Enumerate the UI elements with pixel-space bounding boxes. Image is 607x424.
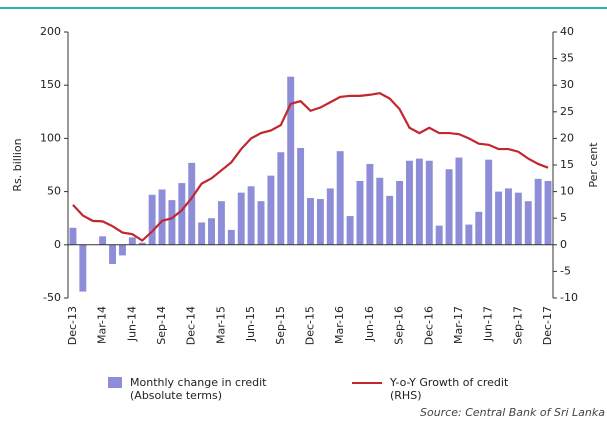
y-tick-label: 200 — [40, 25, 61, 38]
bar — [386, 195, 394, 245]
bar — [485, 159, 493, 245]
x-tick-label: Mar-14 — [96, 306, 109, 344]
legend-label: Monthly change in credit (Absolute terms… — [130, 376, 267, 402]
bar — [396, 180, 404, 245]
bar — [356, 180, 364, 245]
y2-tick-label: -5 — [560, 264, 571, 277]
legend-line: Y-o-Y Growth of credit (RHS) — [352, 376, 552, 402]
bar — [217, 201, 225, 245]
x-tick-label: Dec-14 — [185, 306, 198, 345]
bar — [336, 151, 344, 245]
y2-tick-label: 20 — [560, 131, 574, 144]
y-tick-label: -50 — [43, 291, 61, 304]
bar — [346, 216, 354, 245]
bar — [138, 242, 146, 245]
x-tick-label: Jun-17 — [482, 306, 495, 342]
bar — [237, 192, 245, 245]
bar — [475, 211, 483, 245]
bar — [99, 236, 107, 245]
bar — [287, 76, 295, 245]
bar — [277, 152, 285, 245]
y2-axis-label: Per cent — [587, 142, 600, 188]
bar — [316, 199, 324, 245]
x-tick-label: Jun-16 — [363, 306, 376, 342]
bar — [257, 201, 265, 245]
bar — [376, 177, 384, 245]
x-tick-label: Jun-15 — [244, 306, 257, 342]
bar — [504, 188, 512, 245]
bar — [188, 162, 196, 245]
y2-tick-label: 40 — [560, 25, 574, 38]
x-tick-label: Sep-16 — [393, 306, 406, 345]
bar — [247, 186, 255, 245]
x-tick-label: Mar-16 — [333, 306, 346, 344]
bar — [514, 192, 522, 245]
y-tick-label: 50 — [47, 185, 61, 198]
bar — [198, 222, 206, 245]
y2-tick-label: 35 — [560, 52, 574, 65]
y-axis-label: Rs. billion — [11, 138, 24, 191]
bar — [435, 225, 443, 245]
x-tick-label: Sep-14 — [155, 306, 168, 345]
bar — [148, 194, 156, 245]
y-tick-label: 150 — [40, 78, 61, 91]
bar — [495, 191, 503, 245]
bar — [158, 189, 166, 245]
y2-tick-label: 30 — [560, 78, 574, 91]
bar — [445, 169, 453, 245]
x-tick-label: Dec-13 — [66, 306, 79, 345]
bar — [415, 158, 423, 245]
y2-tick-label: 25 — [560, 105, 574, 118]
legend-swatch — [352, 382, 382, 384]
bar — [425, 160, 433, 245]
y2-tick-label: 10 — [560, 185, 574, 198]
y2-tick-label: 5 — [560, 211, 567, 224]
x-tick-label: Mar-15 — [214, 306, 227, 344]
bar — [524, 201, 532, 245]
legend-bar: Monthly change in credit (Absolute terms… — [108, 376, 308, 402]
bar — [455, 157, 463, 245]
bar — [118, 244, 126, 256]
legend-label: Y-o-Y Growth of credit (RHS) — [390, 376, 509, 402]
bar — [267, 175, 275, 245]
bar — [208, 218, 215, 245]
bar — [307, 197, 314, 245]
y-tick-label: 100 — [40, 131, 61, 144]
x-tick-label: Dec-16 — [422, 306, 435, 345]
y2-tick-label: 0 — [560, 238, 567, 251]
bar — [366, 163, 374, 245]
bar — [534, 178, 542, 245]
bar — [79, 244, 87, 292]
bar — [544, 180, 552, 245]
x-tick-label: Sep-17 — [511, 306, 524, 345]
bar — [406, 160, 413, 245]
x-tick-label: Dec-17 — [541, 306, 554, 345]
x-tick-label: Jun-14 — [125, 306, 138, 342]
y-tick-label: 0 — [54, 238, 61, 251]
line — [72, 92, 549, 242]
bar — [227, 229, 235, 245]
bar — [326, 188, 334, 245]
bar — [178, 183, 186, 245]
x-tick-label: Sep-15 — [274, 306, 287, 345]
bar — [128, 237, 136, 245]
legend-swatch — [108, 377, 122, 388]
bar — [109, 244, 117, 264]
source: Source: Central Bank of Sri Lanka — [419, 406, 605, 419]
y2-tick-label: -10 — [560, 291, 578, 304]
x-tick-label: Dec-15 — [304, 306, 317, 345]
bar — [69, 227, 77, 245]
y2-tick-label: 15 — [560, 158, 574, 171]
x-tick-label: Mar-17 — [452, 306, 465, 344]
bar — [297, 147, 305, 245]
bar — [168, 200, 176, 245]
bar — [465, 224, 473, 245]
